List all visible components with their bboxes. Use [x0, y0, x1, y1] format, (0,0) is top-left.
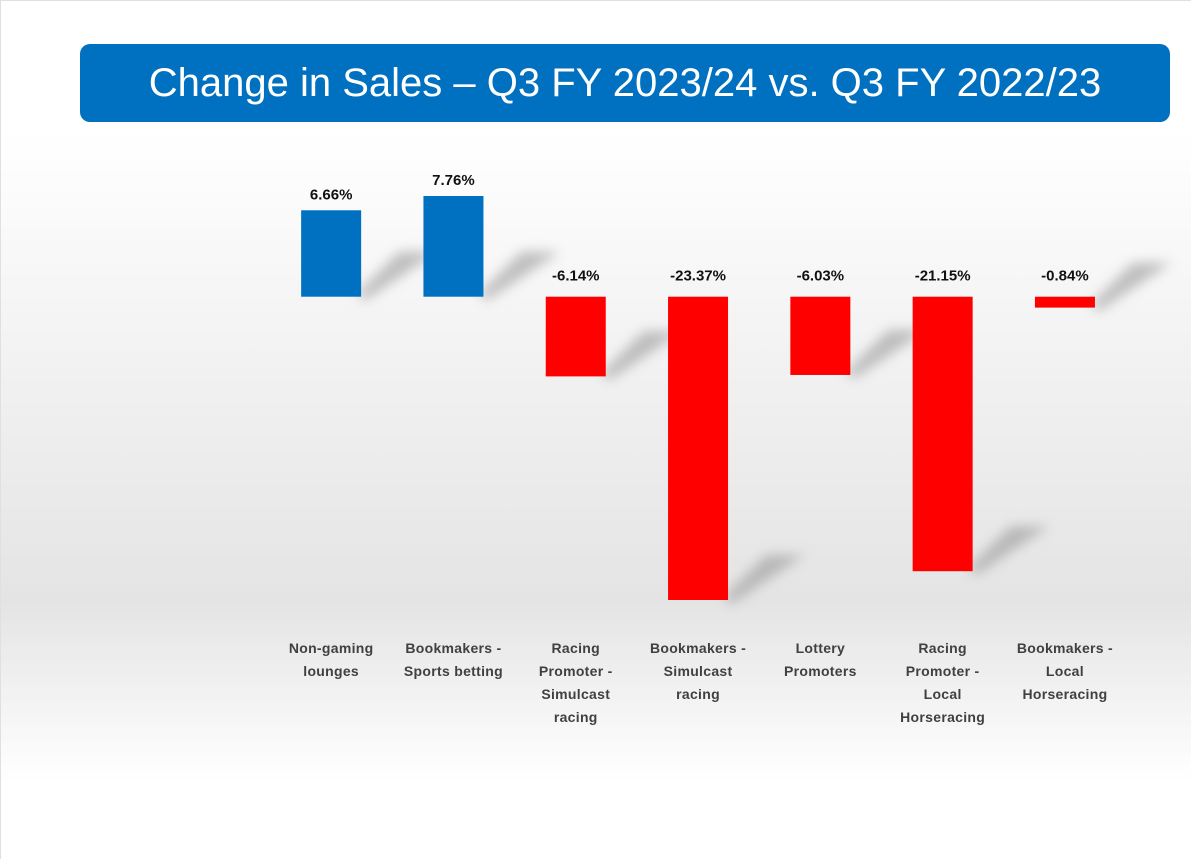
bar: [912, 296, 973, 572]
bar-shadow: [846, 329, 927, 380]
bar-shadow: [479, 251, 560, 301]
category-label: Racing Promoter - Local Horseracing: [900, 640, 986, 725]
bar-shadow: [724, 555, 805, 605]
bar: [668, 296, 729, 600]
chart-title: Change in Sales – Q3 FY 2023/24 vs. Q3 F…: [148, 60, 1102, 105]
category-label: Bookmakers - Sports betting: [403, 640, 503, 679]
bar-shadow: [1091, 262, 1172, 312]
bar: [1034, 296, 1095, 308]
data-label: -6.14%: [552, 268, 600, 285]
category-label: Lottery Promoters: [783, 640, 857, 679]
data-label: -23.37%: [670, 268, 726, 285]
data-label: -6.03%: [797, 268, 845, 285]
data-label: 6.66%: [310, 186, 353, 203]
bar: [545, 296, 606, 377]
category-label: Bookmakers - Local Horseracing: [1016, 640, 1114, 702]
data-label: -21.15%: [915, 268, 971, 285]
bar-shadow: [969, 526, 1050, 576]
bar-shadow: [602, 331, 683, 381]
bar: [423, 196, 484, 297]
category-label: Racing Promoter - Simulcast racing: [538, 640, 613, 725]
category-label: Non-gaming lounges: [288, 640, 374, 679]
bar-shadow: [357, 251, 438, 301]
data-label: 7.76%: [432, 172, 475, 189]
data-label: -0.84%: [1041, 268, 1089, 285]
category-label: Bookmakers - Simulcast racing: [649, 640, 747, 702]
title-banner: Change in Sales – Q3 FY 2023/24 vs. Q3 F…: [80, 44, 1170, 122]
bar: [301, 210, 362, 297]
bar: [790, 296, 851, 375]
